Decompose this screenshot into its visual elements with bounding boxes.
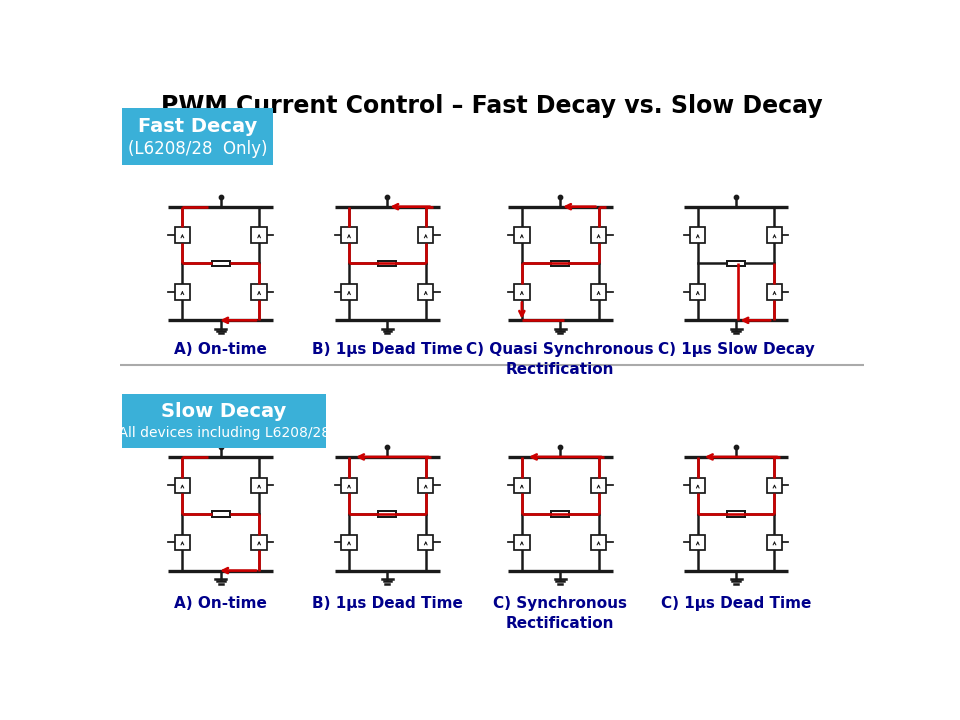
Bar <box>591 228 606 243</box>
Text: (L6208/28  Only): (L6208/28 Only) <box>128 140 267 158</box>
Bar <box>551 261 569 266</box>
Bar <box>767 477 782 493</box>
Bar <box>212 511 229 516</box>
Bar <box>727 511 745 516</box>
Text: C) 1μs Slow Decay: C) 1μs Slow Decay <box>658 342 815 357</box>
Bar <box>767 284 782 300</box>
Bar <box>418 284 433 300</box>
Bar <box>690 284 706 300</box>
Text: (All devices including L6208/28): (All devices including L6208/28) <box>112 426 335 440</box>
Bar <box>342 284 357 300</box>
Bar <box>690 228 706 243</box>
Bar <box>418 534 433 550</box>
Bar <box>515 284 530 300</box>
Bar <box>378 261 396 266</box>
Text: Fast Decay: Fast Decay <box>138 117 257 136</box>
Bar <box>175 477 190 493</box>
Bar <box>175 534 190 550</box>
Bar <box>212 261 229 266</box>
Bar <box>515 228 530 243</box>
Bar <box>767 228 782 243</box>
Text: C) Synchronous
Rectification: C) Synchronous Rectification <box>493 596 627 631</box>
Bar <box>175 228 190 243</box>
Bar <box>690 477 706 493</box>
Bar <box>252 477 267 493</box>
Bar <box>378 511 396 516</box>
Bar <box>252 534 267 550</box>
Bar <box>175 284 190 300</box>
Text: C) Quasi Synchronous
Rectification: C) Quasi Synchronous Rectification <box>467 342 654 377</box>
Text: C) 1μs Dead Time: C) 1μs Dead Time <box>660 596 811 611</box>
Text: Slow Decay: Slow Decay <box>161 402 286 421</box>
Bar <box>727 261 745 266</box>
Bar <box>418 228 433 243</box>
Bar <box>591 284 606 300</box>
Bar <box>342 477 357 493</box>
Bar <box>690 534 706 550</box>
Bar <box>342 534 357 550</box>
Bar <box>591 477 606 493</box>
Bar <box>252 284 267 300</box>
Text: A) On-time: A) On-time <box>175 342 267 357</box>
Text: B) 1μs Dead Time: B) 1μs Dead Time <box>312 342 463 357</box>
Bar <box>342 228 357 243</box>
Bar <box>418 477 433 493</box>
Text: B) 1μs Dead Time: B) 1μs Dead Time <box>312 596 463 611</box>
Text: A) On-time: A) On-time <box>175 596 267 611</box>
FancyBboxPatch shape <box>122 108 274 165</box>
Text: PWM Current Control – Fast Decay vs. Slow Decay: PWM Current Control – Fast Decay vs. Slo… <box>161 94 823 117</box>
Bar <box>515 477 530 493</box>
Bar <box>767 534 782 550</box>
Bar <box>591 534 606 550</box>
Bar <box>551 511 569 516</box>
FancyBboxPatch shape <box>122 395 326 449</box>
Bar <box>252 228 267 243</box>
Bar <box>515 534 530 550</box>
